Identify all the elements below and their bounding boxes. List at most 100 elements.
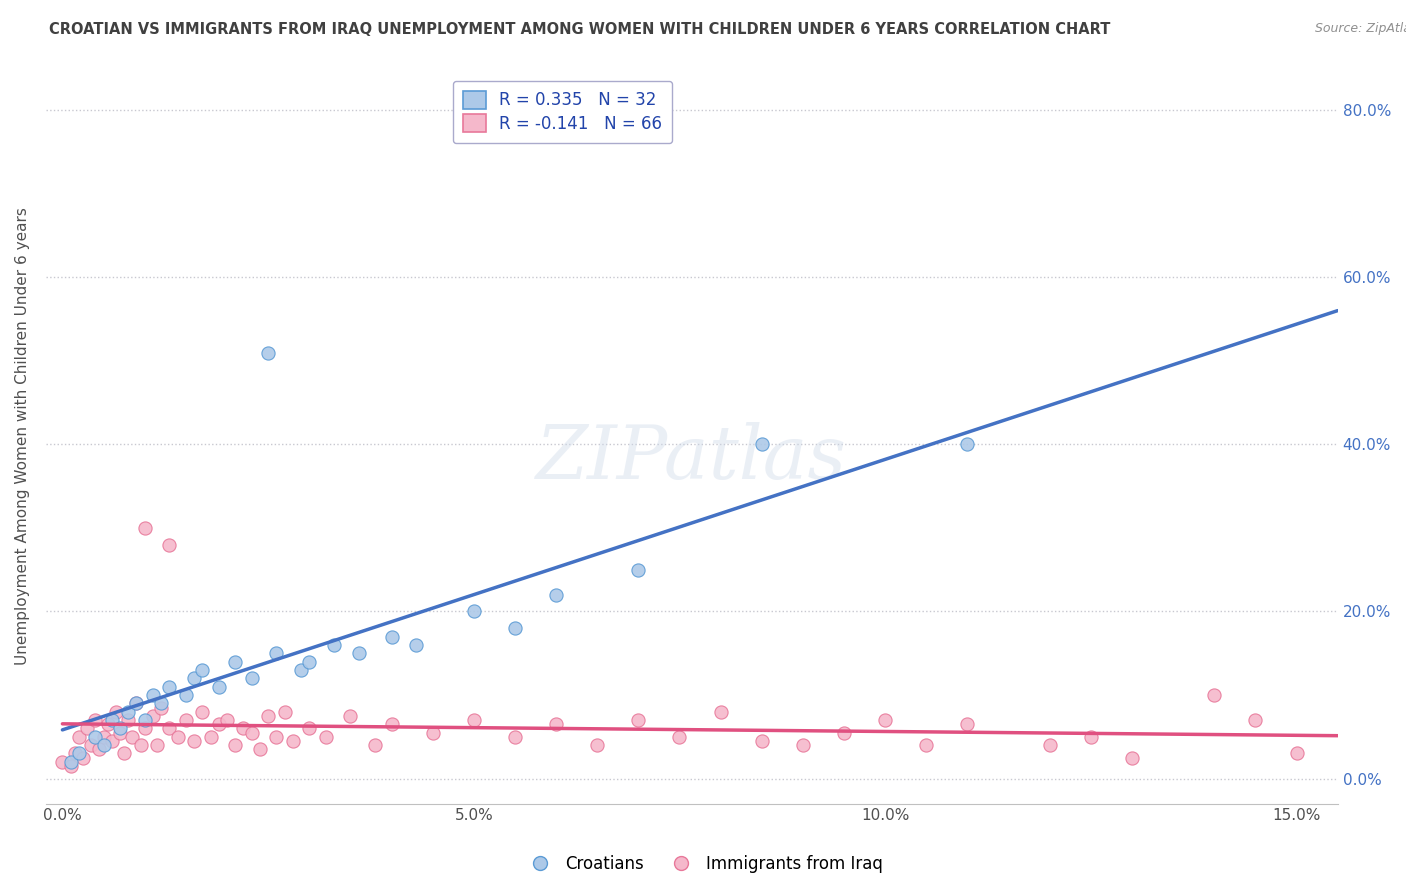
Point	[544, 588, 567, 602]
Point	[142, 709, 165, 723]
Point	[224, 655, 246, 669]
Point	[134, 521, 156, 535]
Point	[875, 713, 897, 727]
Point	[93, 738, 115, 752]
Point	[380, 717, 402, 731]
Point	[364, 738, 387, 752]
Point	[157, 722, 180, 736]
Legend: Croatians, Immigrants from Iraq: Croatians, Immigrants from Iraq	[517, 848, 889, 880]
Point	[710, 705, 733, 719]
Point	[125, 697, 148, 711]
Point	[586, 738, 609, 752]
Point	[463, 713, 485, 727]
Point	[298, 722, 321, 736]
Point	[315, 730, 337, 744]
Point	[915, 738, 938, 752]
Point	[191, 663, 214, 677]
Point	[112, 747, 135, 761]
Point	[832, 725, 855, 739]
Point	[463, 605, 485, 619]
Point	[72, 750, 94, 764]
Point	[257, 709, 280, 723]
Point	[1039, 738, 1062, 752]
Point	[668, 730, 690, 744]
Point	[76, 722, 98, 736]
Point	[97, 717, 120, 731]
Point	[281, 734, 304, 748]
Point	[215, 713, 238, 727]
Point	[84, 730, 107, 744]
Point	[422, 725, 444, 739]
Point	[956, 717, 979, 731]
Point	[104, 705, 127, 719]
Point	[59, 755, 82, 769]
Point	[503, 730, 526, 744]
Point	[1204, 688, 1226, 702]
Point	[347, 646, 370, 660]
Point	[266, 730, 288, 744]
Point	[290, 663, 312, 677]
Y-axis label: Unemployment Among Women with Children Under 6 years: Unemployment Among Women with Children U…	[15, 207, 30, 665]
Point	[191, 705, 214, 719]
Point	[266, 646, 288, 660]
Point	[249, 742, 271, 756]
Point	[174, 688, 197, 702]
Point	[67, 747, 90, 761]
Point	[751, 734, 773, 748]
Point	[956, 437, 979, 451]
Point	[150, 697, 173, 711]
Point	[121, 730, 143, 744]
Point	[208, 680, 231, 694]
Legend: R = 0.335   N = 32, R = -0.141   N = 66: R = 0.335 N = 32, R = -0.141 N = 66	[453, 80, 672, 143]
Point	[627, 713, 650, 727]
Point	[240, 725, 263, 739]
Point	[1285, 747, 1308, 761]
Point	[627, 563, 650, 577]
Point	[232, 722, 254, 736]
Point	[751, 437, 773, 451]
Point	[544, 717, 567, 731]
Text: ZIPatlas: ZIPatlas	[536, 422, 848, 494]
Point	[1080, 730, 1102, 744]
Point	[146, 738, 169, 752]
Point	[405, 638, 427, 652]
Point	[257, 345, 280, 359]
Point	[129, 738, 152, 752]
Point	[125, 697, 148, 711]
Text: Source: ZipAtlas.com: Source: ZipAtlas.com	[1315, 22, 1406, 36]
Point	[1244, 713, 1267, 727]
Point	[101, 734, 124, 748]
Point	[339, 709, 361, 723]
Text: CROATIAN VS IMMIGRANTS FROM IRAQ UNEMPLOYMENT AMONG WOMEN WITH CHILDREN UNDER 6 : CROATIAN VS IMMIGRANTS FROM IRAQ UNEMPLO…	[49, 22, 1111, 37]
Point	[503, 621, 526, 635]
Point	[157, 538, 180, 552]
Point	[59, 759, 82, 773]
Point	[150, 700, 173, 714]
Point	[200, 730, 222, 744]
Point	[101, 713, 124, 727]
Point	[224, 738, 246, 752]
Point	[67, 730, 90, 744]
Point	[183, 671, 205, 685]
Point	[89, 742, 111, 756]
Point	[80, 738, 103, 752]
Point	[174, 713, 197, 727]
Point	[142, 688, 165, 702]
Point	[273, 705, 295, 719]
Point	[240, 671, 263, 685]
Point	[298, 655, 321, 669]
Point	[117, 705, 139, 719]
Point	[166, 730, 188, 744]
Point	[108, 725, 131, 739]
Point	[157, 680, 180, 694]
Point	[792, 738, 814, 752]
Point	[63, 747, 86, 761]
Point	[108, 722, 131, 736]
Point	[134, 713, 156, 727]
Point	[134, 722, 156, 736]
Point	[84, 713, 107, 727]
Point	[380, 630, 402, 644]
Point	[117, 713, 139, 727]
Point	[208, 717, 231, 731]
Point	[322, 638, 344, 652]
